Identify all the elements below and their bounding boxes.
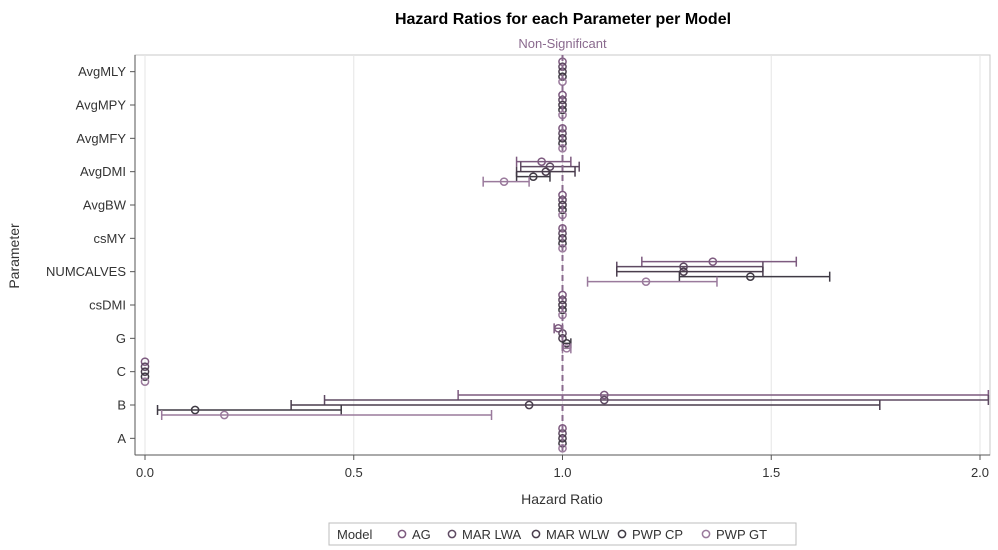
legend-marker xyxy=(531,529,541,539)
data-point xyxy=(558,423,567,433)
data-point xyxy=(558,433,567,443)
data-point xyxy=(140,357,150,367)
data-point xyxy=(679,262,688,272)
data-point xyxy=(140,367,150,377)
y-tick-label: AvgMLY xyxy=(78,64,126,79)
data-point xyxy=(641,277,651,287)
x-tick-label: 0.0 xyxy=(136,465,154,480)
data-point xyxy=(499,177,509,187)
y-tick-label: B xyxy=(117,398,126,413)
x-tick-label: 2.0 xyxy=(971,465,989,480)
y-tick-label: AvgMPY xyxy=(76,98,127,113)
y-axis: AvgMLY AvgMPY AvgMFY AvgDMI AvgBW csMY NUMCALV… xyxy=(46,55,136,455)
data-point xyxy=(524,400,534,410)
data-point xyxy=(558,233,567,243)
legend-item-label: MAR WLW xyxy=(546,527,610,542)
data-point xyxy=(558,223,567,233)
legend-item-label: AG xyxy=(412,527,431,542)
data-point xyxy=(140,372,150,382)
data-point xyxy=(558,133,567,143)
legend-marker xyxy=(447,529,457,539)
x-axis: 0.0 0.5 1.0 1.5 2.0 xyxy=(135,454,990,480)
x-tick-label: 1.0 xyxy=(553,465,571,480)
data-point xyxy=(190,405,200,415)
data-point xyxy=(558,443,567,453)
legend-title: Model xyxy=(337,527,373,542)
legend-box xyxy=(328,522,797,546)
x-axis-title: Hazard Ratio xyxy=(521,491,603,507)
y-tick-label: C xyxy=(117,364,126,379)
data-point xyxy=(708,257,718,267)
legend-marker xyxy=(701,529,711,539)
y-tick-label: AvgMFY xyxy=(76,131,126,146)
plot-area: Non-Significant xyxy=(134,36,991,456)
data-point xyxy=(140,377,150,387)
data-point xyxy=(537,157,546,167)
data-point xyxy=(545,162,555,172)
legend-item-label: MAR LWA xyxy=(462,527,522,542)
legend-item-label: PWP CP xyxy=(632,527,683,542)
y-axis-title: Parameter xyxy=(6,223,22,289)
x-tick-label: 1.5 xyxy=(762,465,780,480)
data-point xyxy=(558,123,567,133)
data-point xyxy=(746,272,755,282)
x-tick-label: 0.5 xyxy=(345,465,363,480)
data-point xyxy=(558,143,567,153)
legend: Model AG MAR LWA MAR WLW PWP CP PWP GT xyxy=(328,522,797,546)
legend-marker xyxy=(397,529,407,539)
y-tick-label: AvgDMI xyxy=(80,164,126,179)
y-tick-label: csDMI xyxy=(89,298,126,313)
data-point xyxy=(599,390,609,400)
y-tick-label: NUMCALVES xyxy=(46,264,126,279)
data-point xyxy=(219,410,229,420)
data-point xyxy=(599,395,609,405)
reference-line-label: Non-Significant xyxy=(518,36,607,51)
y-tick-label: A xyxy=(117,431,126,446)
chart-marks xyxy=(140,57,990,453)
y-tick-label: AvgBW xyxy=(83,198,127,213)
y-tick-label: G xyxy=(116,331,126,346)
legend-marker xyxy=(617,529,627,539)
chart-title: Hazard Ratios for each Parameter per Mod… xyxy=(395,11,731,28)
y-tick-label: csMY xyxy=(94,231,127,246)
data-point xyxy=(558,243,567,253)
legend-item-label: PWP GT xyxy=(716,527,767,542)
data-point xyxy=(140,362,150,372)
